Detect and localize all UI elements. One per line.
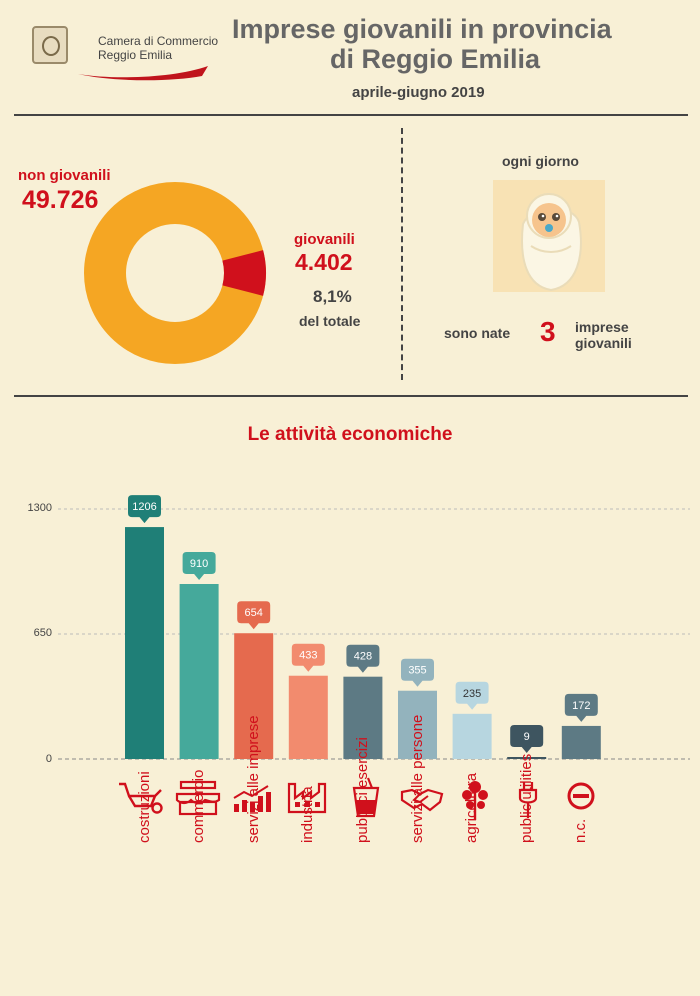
value-label: 910 [190, 558, 208, 570]
donut-slice-giovanili [222, 250, 266, 296]
bar-public-utilities [507, 757, 547, 759]
value-callout [128, 495, 161, 524]
value-label: 428 [354, 651, 372, 663]
value-callout [237, 601, 271, 630]
bar-chart: 1206 910 654 433 428 355 235 9 172 [58, 495, 690, 760]
value-callout [401, 658, 434, 687]
daily-number: 3 [540, 316, 556, 347]
y-tick-0: 0 [45, 753, 52, 765]
category-label: servizi alle imprese [244, 715, 262, 843]
value-callout [564, 693, 598, 722]
non-giovanili-label: non giovanili [18, 167, 111, 184]
logo-swoosh [78, 66, 208, 81]
page-title-line1: Imprese giovanili in provincia [232, 14, 612, 44]
plug-icon [518, 782, 538, 818]
logo-text-line1: Camera di Commercio [98, 34, 219, 48]
section-title: Le attività economiche [247, 424, 453, 445]
bar-industria [288, 675, 328, 759]
category-label: public utilities [517, 753, 535, 843]
y-tick-650: 650 [33, 627, 52, 639]
category-label: industria [299, 786, 317, 843]
factory-icon [287, 782, 327, 814]
daily-prefix: sono nate [444, 325, 511, 341]
category-label: servizi alle persone [408, 714, 426, 843]
bar-costruzioni [125, 527, 164, 759]
giovanili-label: giovanili [294, 231, 355, 248]
wheelbarrow-icon [119, 782, 163, 814]
bar-agricoltura [452, 713, 492, 759]
value-callout [291, 643, 325, 672]
logo-text-line2: Reggio Emilia [98, 48, 173, 62]
category-label: agricoltura [463, 772, 481, 843]
drink-icon [352, 777, 380, 818]
non-giovanili-value: 49.726 [22, 186, 99, 214]
value-label: 654 [245, 607, 263, 619]
vertical-divider [401, 128, 403, 380]
category-label: n.c. [572, 818, 590, 843]
bar-commercio [179, 584, 219, 759]
category-label: pubblici esercizi [353, 737, 371, 843]
value-label: 235 [463, 688, 481, 700]
value-callout [455, 681, 489, 710]
daily-heading: ogni giorno [502, 153, 579, 169]
value-callout [346, 644, 380, 673]
baby-icon [493, 180, 605, 292]
y-tick-1300: 1300 [27, 502, 52, 514]
bar-n-c- [561, 725, 601, 759]
category-label: costruzioni [135, 771, 153, 843]
value-label: 433 [299, 650, 317, 662]
middle-divider [14, 395, 688, 397]
value-label: 355 [408, 665, 426, 677]
value-callout [182, 552, 216, 580]
no-entry-icon [567, 782, 595, 810]
daily-suffix-line2: giovanili [575, 335, 632, 351]
percent-caption: del totale [299, 313, 361, 329]
category-label: commercio [190, 769, 208, 843]
chamber-logo-emblem [32, 26, 68, 64]
daily-suffix-line1: imprese [575, 319, 629, 335]
value-label: 9 [524, 731, 530, 743]
value-label: 172 [572, 700, 590, 712]
page-subtitle: aprile-giugno 2019 [352, 84, 485, 101]
value-callout [510, 725, 544, 753]
shop-icon [175, 780, 221, 816]
page-title-line2: di Reggio Emilia [330, 44, 541, 74]
percent-value: 8,1% [313, 287, 352, 306]
donut-chart [84, 182, 266, 364]
bar-servizi-alle-imprese [234, 633, 274, 759]
tree-icon [462, 781, 488, 820]
top-divider [14, 114, 688, 116]
giovanili-value: 4.402 [295, 249, 353, 275]
value-label: 1206 [132, 501, 156, 513]
handshake-icon [400, 788, 444, 812]
bar-pubblici-esercizi [343, 676, 383, 759]
growth-chart-icon [233, 785, 271, 812]
bar-servizi-alle-persone [398, 690, 437, 759]
